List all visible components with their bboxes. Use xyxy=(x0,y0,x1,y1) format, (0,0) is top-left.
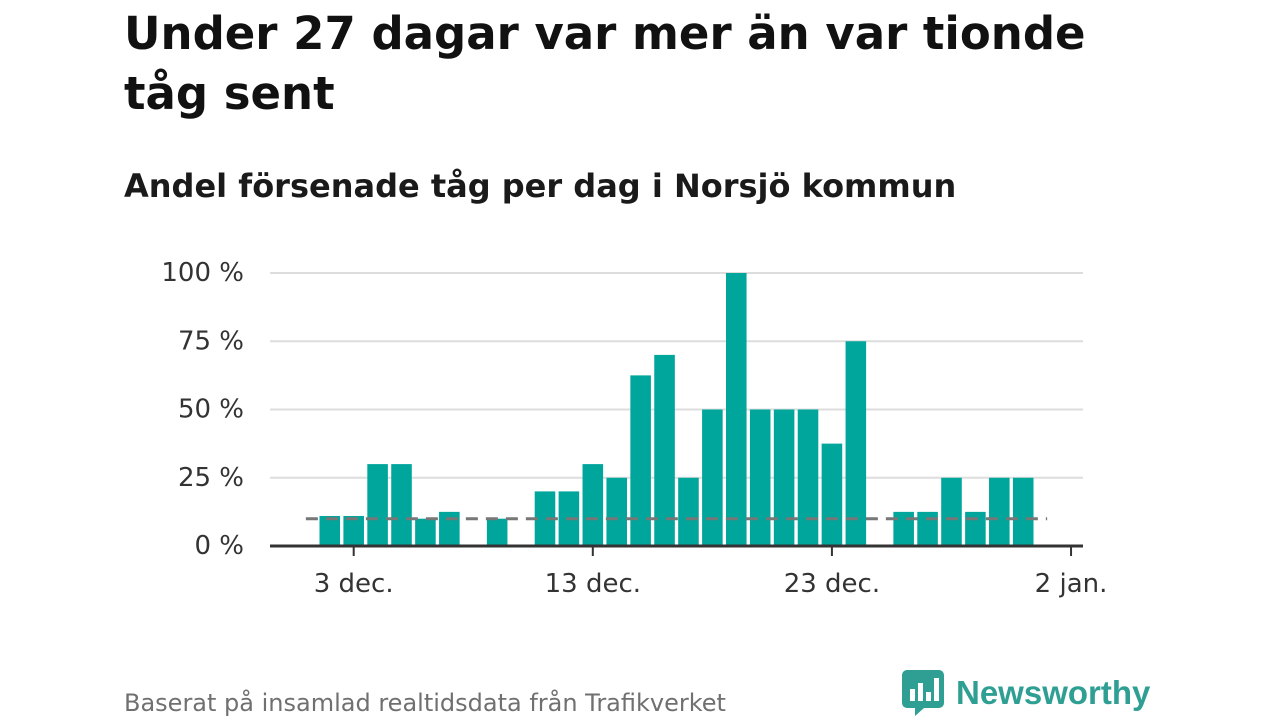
brand-logo: Newsworthy xyxy=(902,670,1150,716)
x-tick-label: 13 dec. xyxy=(545,569,641,599)
source-note: Baserat på insamlad realtidsdata från Tr… xyxy=(124,689,726,717)
gridlines xyxy=(270,272,1083,479)
bar xyxy=(773,409,795,546)
newsworthy-logo-icon xyxy=(902,670,944,716)
axis-labels: 0 % 25 % 50 % 75 % 100 % 3 dec. 13 dec. 23 dec.… xyxy=(161,258,1107,599)
bar xyxy=(486,518,508,546)
bar xyxy=(391,464,412,546)
bar xyxy=(917,511,938,546)
bar xyxy=(582,464,604,546)
brand-name: Newsworthy xyxy=(956,674,1151,711)
y-tick-label: 25 % xyxy=(178,463,244,493)
bar xyxy=(678,477,699,546)
y-tick-label: 100 % xyxy=(161,258,244,288)
x-tick-label: 23 dec. xyxy=(784,569,880,599)
y-tick-label: 75 % xyxy=(178,326,244,356)
bar xyxy=(821,443,843,546)
bar xyxy=(989,477,1010,546)
bar xyxy=(439,511,460,546)
bar xyxy=(941,477,962,546)
chart-title: Under 27 dagar var mer än var tionde tåg… xyxy=(124,7,1086,120)
bar xyxy=(606,477,628,546)
bar xyxy=(415,518,436,546)
bar xyxy=(1012,477,1034,546)
bar xyxy=(367,464,388,546)
bar xyxy=(845,341,867,546)
bar xyxy=(319,515,341,546)
bar xyxy=(965,511,986,546)
chart-subtitle: Andel försenade tåg per dag i Norsjö kom… xyxy=(124,167,957,205)
x-tick-label: 2 jan. xyxy=(1035,569,1108,599)
x-tick-label: 3 dec. xyxy=(314,569,394,599)
bar xyxy=(749,409,771,546)
x-axis xyxy=(270,544,1083,556)
y-tick-label: 50 % xyxy=(178,395,244,425)
bar xyxy=(534,491,556,546)
bar xyxy=(725,273,747,546)
bar xyxy=(893,511,914,546)
bar xyxy=(797,409,819,546)
bar xyxy=(630,375,651,546)
bar xyxy=(702,409,723,546)
bar xyxy=(343,515,364,546)
bars xyxy=(319,273,1034,546)
y-tick-label: 0 % xyxy=(194,531,244,561)
bar xyxy=(654,354,675,546)
